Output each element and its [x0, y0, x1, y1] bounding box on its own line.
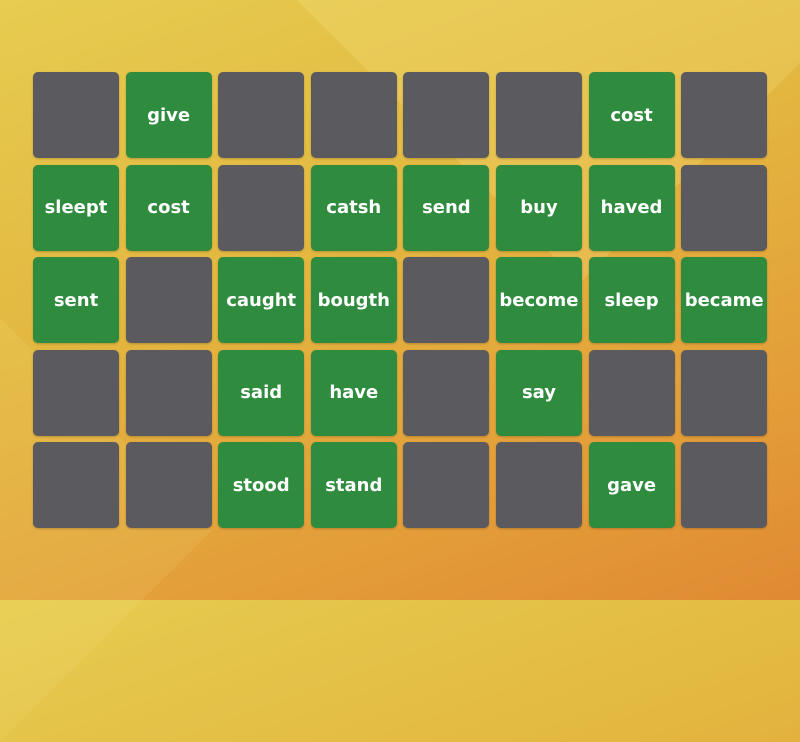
- card-word: sleep: [604, 289, 659, 311]
- card-word: give: [147, 104, 191, 126]
- card-face-down[interactable]: [403, 72, 490, 158]
- card-revealed[interactable]: gave: [588, 442, 675, 529]
- card-face-down[interactable]: [403, 349, 490, 436]
- card-face-down[interactable]: [681, 442, 768, 529]
- card-face-down[interactable]: [495, 72, 582, 158]
- card-face-down[interactable]: [403, 257, 490, 344]
- card-revealed[interactable]: sleep: [588, 257, 675, 344]
- card-word: became: [684, 289, 764, 311]
- card-word: sleept: [44, 197, 108, 219]
- card-revealed[interactable]: bougth: [310, 257, 397, 344]
- card-revealed[interactable]: send: [403, 164, 490, 251]
- card-word: bougth: [317, 289, 390, 311]
- card-word: say: [521, 382, 556, 404]
- card-word: stand: [325, 474, 383, 496]
- card-revealed[interactable]: sleept: [33, 164, 119, 251]
- card-face-down[interactable]: [495, 442, 582, 529]
- card-revealed[interactable]: haved: [588, 164, 675, 251]
- card-face-down[interactable]: [125, 349, 212, 436]
- card-revealed[interactable]: buy: [495, 164, 582, 251]
- card-word: caught: [226, 289, 297, 311]
- card-word: catsh: [326, 197, 382, 219]
- card-revealed[interactable]: cost: [125, 164, 212, 251]
- card-revealed[interactable]: become: [495, 257, 582, 344]
- card-word: sent: [53, 289, 99, 311]
- card-word: haved: [600, 197, 663, 219]
- card-face-down[interactable]: [218, 164, 305, 251]
- card-revealed[interactable]: sent: [33, 257, 119, 344]
- card-grid: give cost sleept cost catsh send buy haved sent c…: [33, 72, 768, 529]
- card-face-down[interactable]: [125, 442, 212, 529]
- card-word: gave: [607, 474, 657, 496]
- card-revealed[interactable]: catsh: [310, 164, 397, 251]
- card-revealed[interactable]: give: [125, 72, 212, 158]
- card-face-down[interactable]: [33, 72, 119, 158]
- card-revealed[interactable]: became: [681, 257, 768, 344]
- card-word: become: [499, 289, 579, 311]
- card-face-down[interactable]: [588, 349, 675, 436]
- card-face-down[interactable]: [310, 72, 397, 158]
- card-face-down[interactable]: [681, 72, 768, 158]
- card-revealed[interactable]: stand: [310, 442, 397, 529]
- card-revealed[interactable]: stood: [218, 442, 305, 529]
- card-word: cost: [147, 197, 190, 219]
- card-revealed[interactable]: say: [495, 349, 582, 436]
- card-face-down[interactable]: [681, 349, 768, 436]
- card-face-down[interactable]: [218, 72, 305, 158]
- card-face-down[interactable]: [125, 257, 212, 344]
- card-revealed[interactable]: caught: [218, 257, 305, 344]
- card-face-down[interactable]: [681, 164, 768, 251]
- card-word: stood: [232, 474, 290, 496]
- card-revealed[interactable]: have: [310, 349, 397, 436]
- card-word: said: [240, 382, 283, 404]
- card-face-down[interactable]: [33, 349, 119, 436]
- card-revealed[interactable]: said: [218, 349, 305, 436]
- card-revealed[interactable]: cost: [588, 72, 675, 158]
- card-word: buy: [520, 197, 558, 219]
- card-face-down[interactable]: [403, 442, 490, 529]
- card-word: have: [329, 382, 379, 404]
- card-word: send: [422, 197, 471, 219]
- card-face-down[interactable]: [33, 442, 119, 529]
- card-word: cost: [610, 104, 653, 126]
